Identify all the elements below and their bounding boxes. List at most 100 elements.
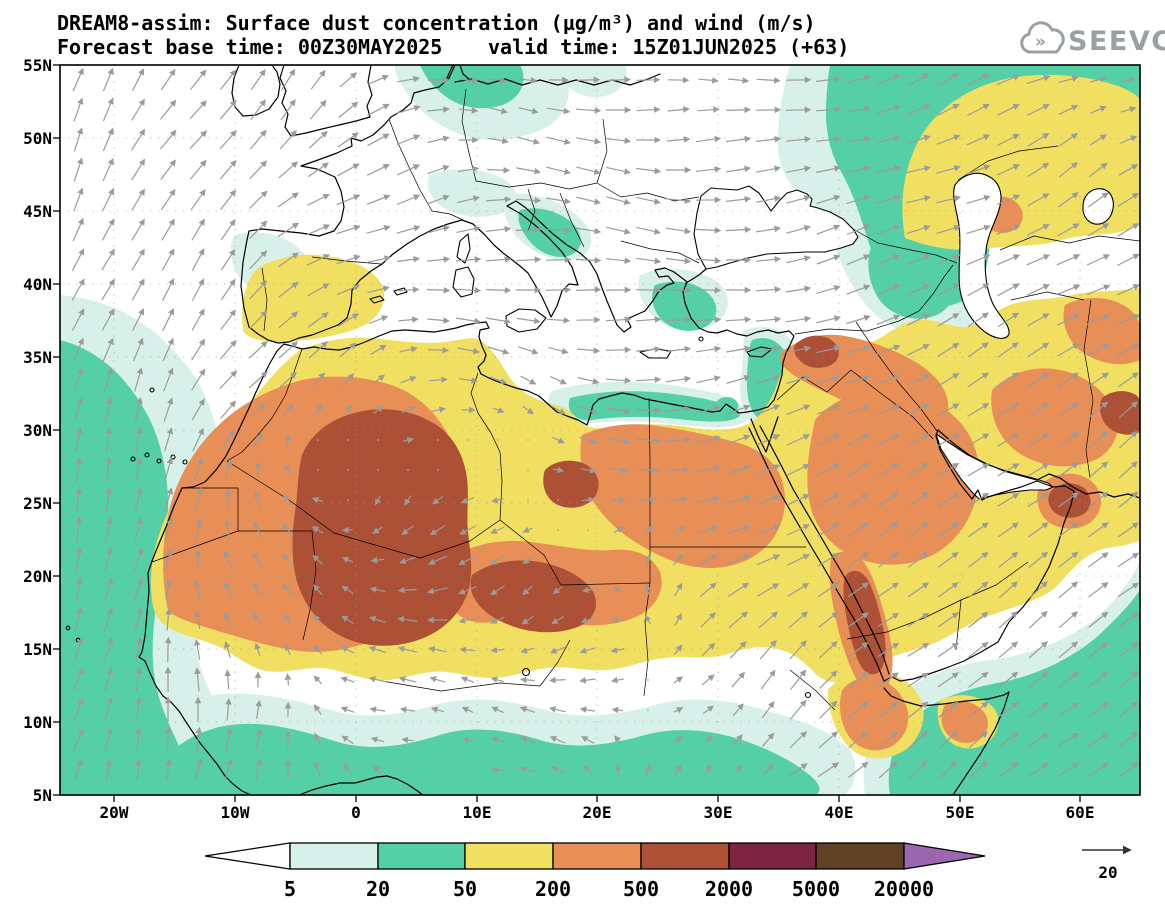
wind-arrow [817, 256, 840, 264]
wind-arrow [486, 259, 510, 261]
wind-arrow [162, 220, 174, 241]
wind-arrow [1027, 255, 1049, 265]
wind-arrow [132, 160, 145, 180]
wind-arrow [576, 109, 600, 111]
wind-arrow [728, 79, 748, 81]
wind-arrow [786, 257, 809, 262]
weak-wind-dot [437, 769, 439, 771]
wind-arrow [817, 287, 840, 294]
wind-arrow [999, 642, 1017, 658]
colorbar-segment [816, 843, 904, 869]
wind-arrow [726, 319, 750, 320]
weak-wind-dot [377, 469, 379, 471]
seevccc-logo: » SEEVCCC [1022, 23, 1165, 57]
wind-arrow [546, 167, 569, 173]
wind-arrow [999, 612, 1017, 628]
wind-arrow [550, 708, 565, 712]
wind-arrow [162, 250, 173, 271]
wind-arrow [521, 376, 535, 384]
colorbar-tick: 20000 [874, 877, 934, 901]
wind-arrow [367, 196, 389, 205]
wind-arrow [636, 290, 660, 291]
wind-arrow [192, 279, 203, 300]
wind-arrow [397, 107, 420, 114]
wind-arrow [1059, 582, 1077, 598]
wind-arrow [786, 110, 810, 111]
wind-arrow [666, 349, 690, 352]
wind-arrow [367, 105, 388, 116]
wind-arrow [282, 70, 295, 90]
lat-label: 15N [23, 640, 52, 659]
colorbar-segment [553, 843, 641, 869]
wind-arrow [342, 678, 355, 682]
longitude-axis: 20W 10W 0 10E 20E 30E 40E 50E 60E [100, 803, 1095, 822]
wind-arrow [786, 318, 810, 322]
logo-text: SEEVCCC [1068, 26, 1165, 57]
wind-arrow [103, 129, 112, 151]
wind-arrow [249, 342, 266, 358]
wind-arrow [606, 379, 630, 381]
wind-arrow [636, 379, 660, 380]
weak-wind-dot [557, 559, 559, 561]
wind-arrow [220, 131, 236, 149]
wind-arrow [699, 79, 718, 81]
lon-label: 50E [946, 803, 975, 822]
wind-arrow [698, 109, 719, 111]
wind-arrow [666, 228, 690, 232]
wind-arrow [250, 192, 267, 209]
colorbar-segment [378, 843, 465, 869]
wind-arrow [581, 679, 596, 681]
wind-arrow [220, 341, 236, 359]
wind-arrow [427, 319, 448, 321]
weak-wind-dot [317, 469, 319, 471]
wind-arrow [576, 290, 600, 291]
wind-arrow [816, 317, 839, 322]
wind-arrow [338, 164, 359, 176]
wind-arrow [732, 673, 744, 687]
colorbar-segment [641, 843, 729, 869]
wind-arrow [132, 220, 144, 241]
dust-region [242, 255, 384, 342]
wind-arrow [636, 197, 659, 202]
wind-arrow [1027, 285, 1049, 295]
wind-arrow [367, 165, 389, 176]
wind-arrow [516, 168, 540, 172]
wind-arrow [161, 70, 174, 90]
wind-arrow [938, 643, 958, 656]
wind-arrow [456, 318, 480, 322]
wind-arrow [577, 80, 599, 81]
wind-arrow [103, 159, 113, 181]
weak-wind-dot [377, 439, 379, 441]
wind-arrow [606, 259, 630, 262]
wind-arrow [756, 139, 780, 142]
lon-label: 40E [825, 803, 854, 822]
wind-arrow [427, 259, 449, 261]
wind-arrow [287, 674, 288, 685]
wind-arrow [486, 229, 510, 232]
lat-label: 50N [23, 129, 52, 148]
lake-tana [806, 693, 811, 698]
wind-arrow [220, 161, 236, 179]
wind-arrow [399, 319, 418, 321]
weak-wind-dot [407, 769, 409, 771]
wind-arrow [192, 310, 204, 331]
wind-arrow [74, 159, 81, 182]
wind-arrow [311, 71, 325, 89]
wind-arrow [606, 227, 629, 232]
wind-arrow [487, 170, 509, 171]
wind-arrow [1029, 612, 1047, 628]
lat-label: 45N [23, 202, 52, 221]
wind-arrow [339, 102, 358, 117]
wind-arrow [192, 340, 205, 360]
wind-arrow [1059, 612, 1077, 628]
wind-reference-label: 20 [1098, 863, 1117, 882]
wind-arrow [221, 191, 236, 210]
lon-label: 60E [1066, 803, 1095, 822]
wind-arrow [132, 100, 144, 121]
weak-wind-dot [437, 439, 439, 441]
wind-arrow [516, 230, 540, 231]
wind-arrow [250, 131, 265, 149]
wind-arrow [192, 220, 204, 241]
wind-arrow [761, 671, 774, 689]
